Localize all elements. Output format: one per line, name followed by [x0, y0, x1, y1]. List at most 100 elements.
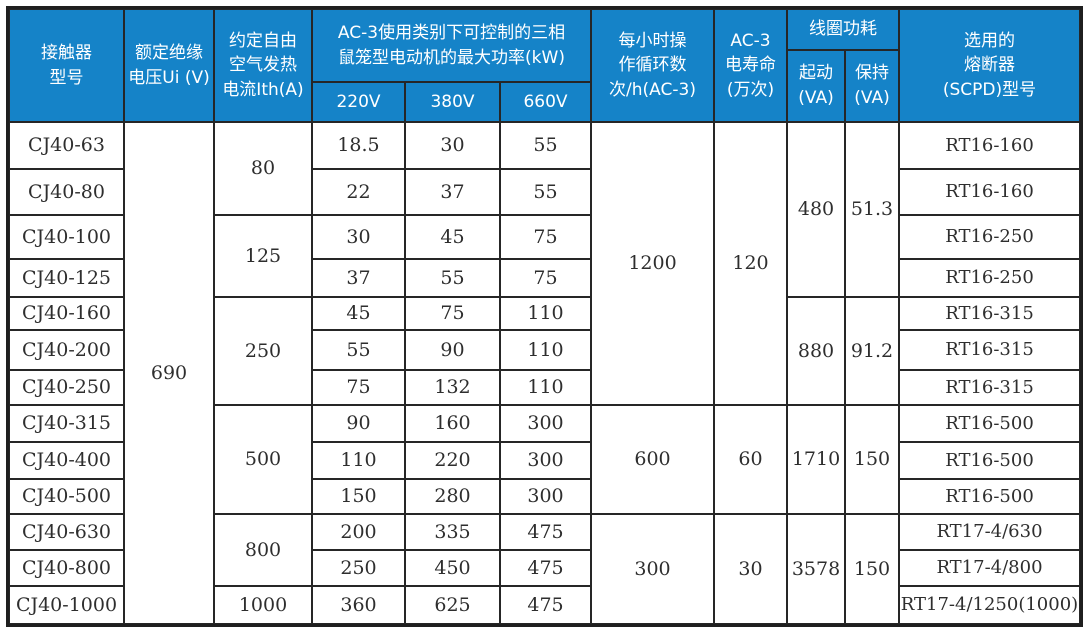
kw-380v-cell: 37: [405, 169, 500, 215]
model-cell: CJ40-800: [9, 550, 124, 586]
contactor-table-grid: 接触器 型号 额定绝缘 电压Ui (V) 约定自由 空气发热 电流Ith(A) …: [6, 6, 1083, 627]
thermal-current-cell: 800: [214, 514, 312, 586]
fuse-model-cell: RT17-4/630: [899, 514, 1080, 550]
thermal-current-cell: 500: [214, 405, 312, 514]
kw-380v-cell: 30: [405, 122, 500, 169]
model-cell: CJ40-315: [9, 405, 124, 442]
fuse-model-cell: RT16-160: [899, 122, 1080, 169]
kw-660v-cell: 110: [500, 330, 591, 370]
header-thermal-current: 约定自由 空气发热 电流Ith(A): [214, 9, 312, 122]
kw-220v-cell: 150: [312, 479, 405, 514]
model-cell: CJ40-250: [9, 370, 124, 405]
fuse-model-cell: RT16-315: [899, 370, 1080, 405]
kw-380v-cell: 280: [405, 479, 500, 514]
thermal-current-cell: 125: [214, 215, 312, 297]
kw-660v-cell: 300: [500, 479, 591, 514]
kw-220v-cell: 250: [312, 550, 405, 586]
kw-660v-cell: 110: [500, 297, 591, 330]
header-coil-hold-va: 保持 (VA): [845, 50, 899, 122]
model-cell: CJ40-80: [9, 169, 124, 215]
header-max-power-group: AC-3使用类别下可控制的三相 鼠笼型电动机的最大功率(kW): [312, 9, 591, 82]
thermal-current-cell: 80: [214, 122, 312, 215]
coil-hold-cell: 51.3: [845, 122, 899, 297]
kw-380v-cell: 625: [405, 586, 500, 624]
kw-660v-cell: 475: [500, 586, 591, 624]
kw-220v-cell: 90: [312, 405, 405, 442]
kw-220v-cell: 18.5: [312, 122, 405, 169]
life-cell: 60: [714, 405, 787, 514]
kw-220v-cell: 37: [312, 259, 405, 297]
model-cell: CJ40-125: [9, 259, 124, 297]
model-cell: CJ40-400: [9, 442, 124, 479]
model-cell: CJ40-630: [9, 514, 124, 550]
kw-220v-cell: 22: [312, 169, 405, 215]
fuse-model-cell: RT16-250: [899, 259, 1080, 297]
fuse-model-cell: RT17-4/1250(1000): [899, 586, 1080, 624]
thermal-current-cell: 1000: [214, 586, 312, 624]
coil-start-cell: 480: [787, 122, 845, 297]
kw-660v-cell: 475: [500, 550, 591, 586]
kw-660v-cell: 300: [500, 442, 591, 479]
fuse-model-cell: RT16-500: [899, 442, 1080, 479]
header-coil-start-va: 起动 (VA): [787, 50, 845, 122]
header-fuse-type: 选用的 熔断器 (SCPD)型号: [899, 9, 1080, 122]
fuse-model-cell: RT17-4/800: [899, 550, 1080, 586]
kw-380v-cell: 335: [405, 514, 500, 550]
header-380v: 380V: [405, 82, 500, 122]
kw-660v-cell: 55: [500, 122, 591, 169]
cycles-cell: 300: [591, 514, 714, 624]
kw-660v-cell: 55: [500, 169, 591, 215]
fuse-model-cell: RT16-250: [899, 215, 1080, 259]
header-coil-power-group: 线圈功耗: [787, 9, 899, 50]
fuse-model-cell: RT16-500: [899, 405, 1080, 442]
kw-380v-cell: 90: [405, 330, 500, 370]
coil-start-cell: 3578: [787, 514, 845, 624]
model-cell: CJ40-63: [9, 122, 124, 169]
kw-660v-cell: 75: [500, 215, 591, 259]
thermal-current-cell: 250: [214, 297, 312, 405]
cycles-cell: 1200: [591, 122, 714, 405]
fuse-model-cell: RT16-315: [899, 330, 1080, 370]
kw-660v-cell: 300: [500, 405, 591, 442]
kw-220v-cell: 55: [312, 330, 405, 370]
kw-660v-cell: 110: [500, 370, 591, 405]
contactor-spec-table: 接触器 型号 额定绝缘 电压Ui (V) 约定自由 空气发热 电流Ith(A) …: [6, 6, 1083, 627]
kw-380v-cell: 220: [405, 442, 500, 479]
kw-220v-cell: 110: [312, 442, 405, 479]
coil-start-cell: 1710: [787, 405, 845, 514]
kw-220v-cell: 360: [312, 586, 405, 624]
life-cell: 120: [714, 122, 787, 405]
kw-380v-cell: 45: [405, 215, 500, 259]
kw-380v-cell: 55: [405, 259, 500, 297]
model-cell: CJ40-500: [9, 479, 124, 514]
header-220v: 220V: [312, 82, 405, 122]
kw-220v-cell: 75: [312, 370, 405, 405]
kw-660v-cell: 75: [500, 259, 591, 297]
life-cell: 30: [714, 514, 787, 624]
fuse-model-cell: RT16-500: [899, 479, 1080, 514]
header-electrical-life: AC-3 电寿命 (万次): [714, 9, 787, 122]
kw-660v-cell: 475: [500, 514, 591, 550]
kw-380v-cell: 160: [405, 405, 500, 442]
fuse-model-cell: RT16-160: [899, 169, 1080, 215]
coil-start-cell: 880: [787, 297, 845, 405]
kw-220v-cell: 45: [312, 297, 405, 330]
kw-380v-cell: 450: [405, 550, 500, 586]
kw-380v-cell: 75: [405, 297, 500, 330]
kw-380v-cell: 132: [405, 370, 500, 405]
header-operating-cycles: 每小时操 作循环数 次/h(AC-3): [591, 9, 714, 122]
header-insulation-voltage: 额定绝缘 电压Ui (V): [124, 9, 214, 122]
kw-220v-cell: 30: [312, 215, 405, 259]
insulation-cell: 690: [124, 122, 214, 624]
model-cell: CJ40-200: [9, 330, 124, 370]
kw-220v-cell: 200: [312, 514, 405, 550]
cycles-cell: 600: [591, 405, 714, 514]
header-660v: 660V: [500, 82, 591, 122]
model-cell: CJ40-160: [9, 297, 124, 330]
coil-hold-cell: 150: [845, 405, 899, 514]
coil-hold-cell: 91.2: [845, 297, 899, 405]
header-contactor-model: 接触器 型号: [9, 9, 124, 122]
fuse-model-cell: RT16-315: [899, 297, 1080, 330]
model-cell: CJ40-100: [9, 215, 124, 259]
coil-hold-cell: 150: [845, 514, 899, 624]
